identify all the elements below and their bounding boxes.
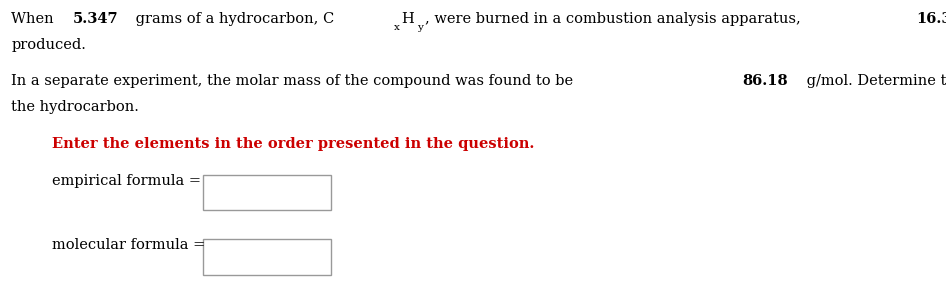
Bar [203,239,331,274]
Text: empirical formula =: empirical formula = [52,174,201,188]
Text: the hydrocarbon.: the hydrocarbon. [11,100,139,114]
Bar [203,175,331,210]
Text: 5.347: 5.347 [72,12,118,26]
Text: Enter the elements in the order presented in the question.: Enter the elements in the order presente… [52,137,534,151]
Text: produced.: produced. [11,38,86,52]
Text: 16.38: 16.38 [916,12,946,26]
Text: , were burned in a combustion analysis apparatus,: , were burned in a combustion analysis a… [425,12,805,26]
Text: g/mol. Determine the empirical formula and the molecular formula of: g/mol. Determine the empirical formula a… [801,74,946,88]
Text: grams of a hydrocarbon, C: grams of a hydrocarbon, C [131,12,335,26]
Text: In a separate experiment, the molar mass of the compound was found to be: In a separate experiment, the molar mass… [11,74,578,88]
Text: H: H [401,12,413,26]
Text: molecular formula =: molecular formula = [52,238,205,252]
Text: x: x [394,23,399,33]
Text: When: When [11,12,59,26]
Text: y: y [417,23,424,33]
Text: 86.18: 86.18 [743,74,788,88]
